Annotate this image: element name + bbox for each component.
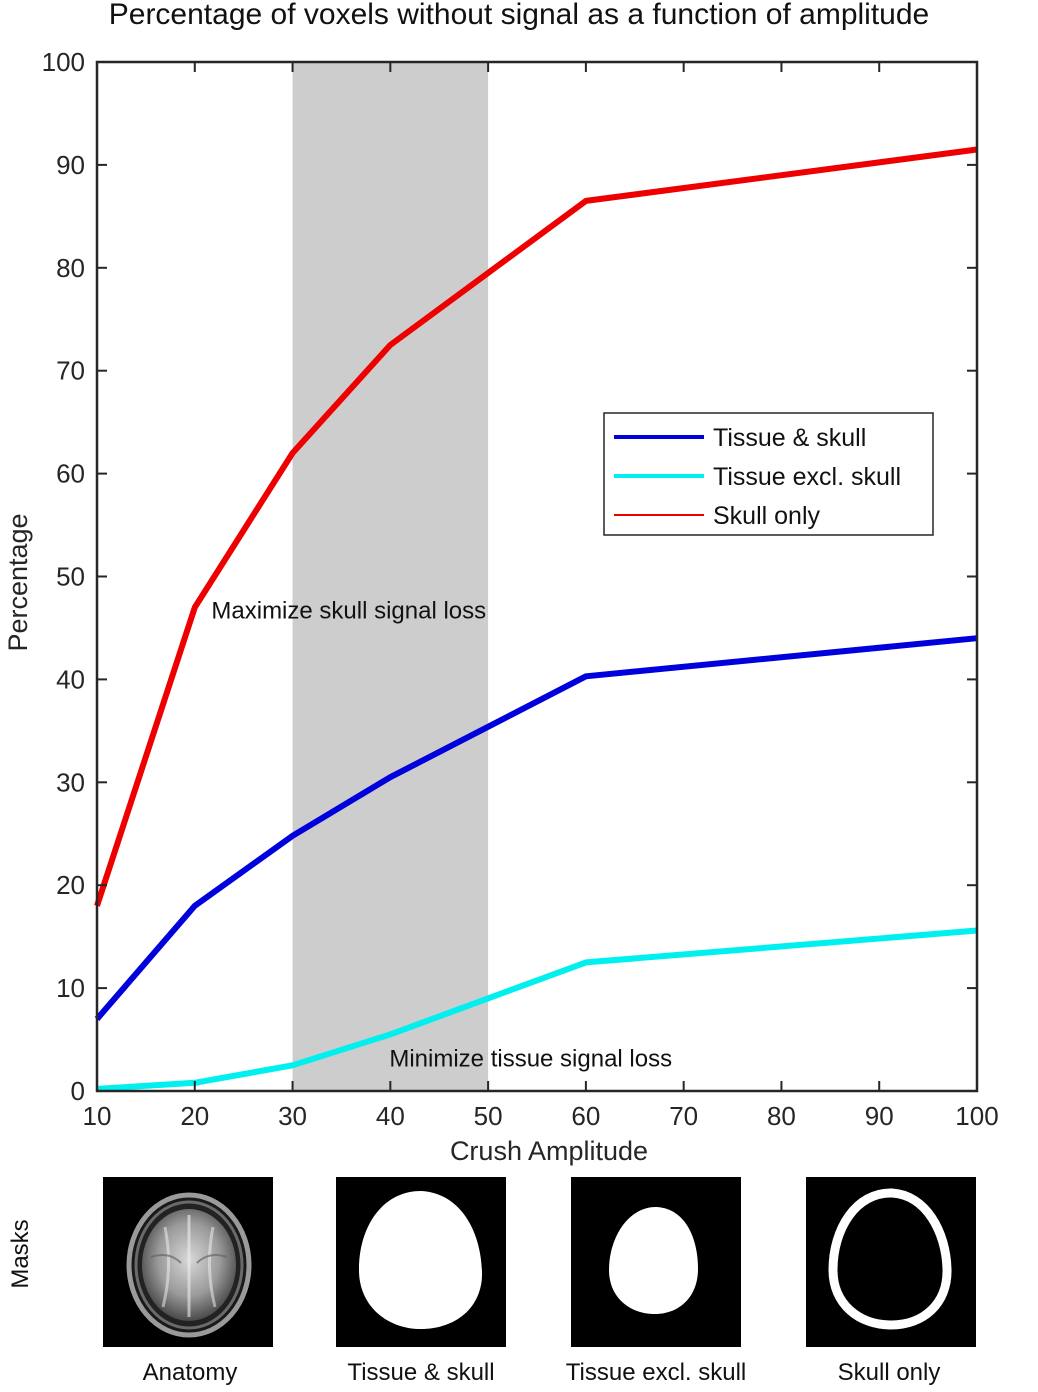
- plot-axes-box: [95, 60, 979, 1093]
- shaded-region: [292, 62, 489, 1091]
- line-chart: 10 20 30 40 50 60 70 80 90 1000102030405060708090…: [3, 47, 999, 1166]
- x-tick-label: 30: [278, 1101, 307, 1131]
- x-tick-label: 80: [767, 1101, 796, 1131]
- y-tick-label: 50: [56, 562, 85, 592]
- legend-label-2: Skull only: [713, 502, 820, 530]
- skull-only-mask-icon: [806, 1177, 976, 1347]
- tissue-and-skull-mask-icon: [336, 1177, 506, 1347]
- legend-label-0: Tissue & skull: [713, 424, 866, 452]
- annotation-0: Maximize skull signal loss: [211, 598, 486, 625]
- y-tick-label: 70: [56, 356, 85, 386]
- y-tick-label: 60: [56, 459, 85, 489]
- x-tick-label: 20: [180, 1101, 209, 1131]
- mask-label-anatomy: Anatomy: [142, 1359, 238, 1386]
- series-line-1: [96, 927, 978, 1092]
- series-line-2: [94, 146, 978, 907]
- x-tick-label: 10: [83, 1101, 112, 1131]
- y-tick-label: 100: [42, 47, 85, 77]
- x-axis-label: Crush Amplitude: [450, 1136, 648, 1166]
- y-tick-label: 0: [71, 1076, 85, 1106]
- legend-label-1: Tissue excl. skull: [713, 463, 901, 491]
- chart-title: Percentage of voxels without signal as a…: [108, 0, 930, 31]
- x-tick-label: 90: [865, 1101, 894, 1131]
- y-tick-label: 10: [56, 973, 85, 1003]
- y-tick-label: 20: [56, 870, 85, 900]
- y-tick-label: 40: [56, 664, 85, 694]
- mask-label-tissue-and-skull: Tissue & skull: [347, 1359, 495, 1386]
- brain-anatomy-scan-icon: [103, 1177, 273, 1347]
- x-tick-label: 70: [669, 1101, 698, 1131]
- mask-label-tissue-excl-skull: Tissue excl. skull: [565, 1359, 747, 1386]
- series-line-0: [94, 635, 978, 1021]
- masks-row-label: Masks: [7, 1219, 34, 1289]
- x-tick-label: 100: [955, 1101, 998, 1131]
- x-tick-label: 40: [376, 1101, 405, 1131]
- annotation-1: Minimize tissue signal loss: [389, 1045, 672, 1072]
- x-tick-label: 60: [571, 1101, 600, 1131]
- mask-label-skull-only: Skull only: [837, 1359, 941, 1386]
- y-tick-label: 80: [56, 253, 85, 283]
- y-tick-label: 30: [56, 767, 85, 797]
- x-tick-label: 50: [474, 1101, 503, 1131]
- y-tick-label: 90: [56, 150, 85, 180]
- y-axis-label: Percentage: [3, 513, 33, 651]
- tissue-excl-skull-mask-icon: [571, 1177, 741, 1347]
